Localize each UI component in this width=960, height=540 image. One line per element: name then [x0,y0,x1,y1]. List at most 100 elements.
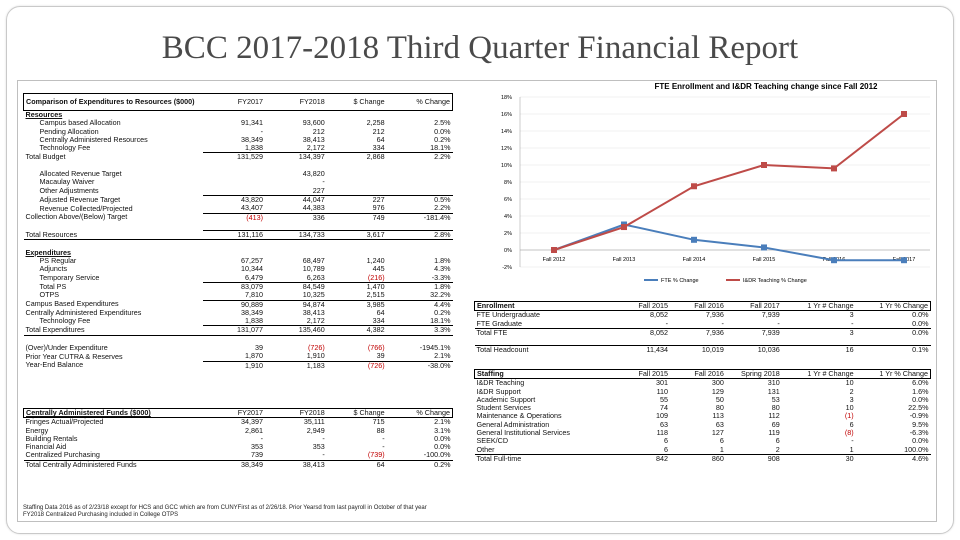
table-row: Total Resources 131,116 134,733 3,617 2.8% [23,230,453,241]
row-value: 129 [711,387,724,396]
row-value: 8,052 [614,327,670,338]
row-value: 43,820 [203,194,265,205]
row-value: 74 [660,404,669,413]
row-value: 30 [781,453,856,464]
row-label: I&DR Teaching [476,378,525,388]
slide-title: BCC 2017-2018 Third Quarter Financial Re… [161,30,799,66]
row-value: 38,349 [240,135,263,144]
row-label: SEEK/CD [476,437,509,446]
row-value: 353 [250,443,263,452]
row-value: 334 [372,144,385,153]
row-value: 10,344 [240,265,263,274]
row-label: Adjusted Revenue Target [39,195,121,204]
row-value: (1) [844,412,854,421]
row-label: Energy [25,426,49,435]
chart-y-ticks: 18% 16% 14% 12% 10% 8% 6% 4% 2% 0% -2% [501,95,512,271]
row-value: 2.5% [434,119,451,128]
row-value: 38,413 [302,308,325,317]
row-value: 334 [372,317,385,326]
row-value: 2.1% [434,417,451,427]
row-value: 3.3% [386,325,453,336]
row-value: 63 [660,420,669,429]
row-value: 44,383 [302,204,325,213]
row-label: Resources [25,110,63,119]
row-value [265,111,327,120]
central-header-fy2018: FY2018 [299,408,325,417]
staffing-header-fall2015: Fall 2015 [638,369,669,378]
table-row: PS Regular 67,257 68,497 1,240 1.8% [24,257,453,265]
row-value [203,222,265,231]
row-value: - [322,434,325,443]
row-value: (8) [844,429,854,438]
row-label: Centralized Purchasing [25,451,100,460]
row-value: 2,172 [306,144,325,153]
row-value: 9.5% [912,420,929,429]
central-header-fy2017: FY2017 [237,408,263,417]
row-value: 6,263 [306,273,325,282]
row-label: Total Centrally Administered Funds [23,459,204,470]
row-value: 63 [715,420,724,429]
row-value: 6,479 [244,273,263,282]
table-row: Temporary Service 6,479 6,263 (216) -3.3% [24,274,453,283]
row-label: Prior Year CUTRA & Reserves [25,352,123,361]
table-row: Pending Allocation - 212 212 0.0% [24,128,453,136]
table-row: Academic Support 55 50 53 3 0.0% [475,396,931,404]
y-tick-label: 16% [501,112,512,118]
y-tick-label: 0% [504,248,512,254]
row-value: 227 [312,186,325,195]
staffing-header-label: Staffing [477,369,504,378]
row-value: 0.0% [912,310,929,320]
row-value: 6 [664,437,669,446]
row-label: Expenditures [25,248,72,257]
row-label: Financial Aid [25,443,67,452]
row-label: Year-End Balance [25,361,84,370]
row-value: (766) [367,344,385,353]
row-value: 2,172 [306,317,325,326]
row-value: 93,600 [302,119,325,128]
central-header-change: $ Change [353,408,385,417]
row-value [782,337,856,346]
table-row: OTPS 7,810 10,325 2,515 32.2% [24,291,453,300]
row-value: 3.1% [434,426,451,435]
row-value: 80 [715,404,724,413]
row-value: 134,733 [264,230,327,241]
row-value: 1.8% [386,281,453,292]
table-row: Total Budget 131,529 134,397 2,868 2.2% [24,152,453,162]
row-value: - [322,178,325,187]
table-row: SEEK/CD 6 6 6 - 0.0% [475,437,931,445]
row-value: 10 [845,378,854,388]
row-value: 3,617 [326,230,387,241]
series-line [553,113,905,251]
row-value: 55 [660,395,669,404]
table-row: Prior Year CUTRA & Reserves 1,870 1,910 39 2… [24,352,453,361]
row-value: 7,939 [725,327,782,338]
table-row: Technology Fee 1,838 2,172 334 18.1% [24,317,453,326]
row-label: Macaulay Waiver [39,178,95,187]
row-value: (413) [203,212,265,222]
row-value: 1.6% [912,387,929,396]
row-value [670,337,726,346]
chart-title: FTE Enrollment and I&DR Teaching change … [654,82,878,91]
row-value: 2 [849,387,854,396]
enrollment-header-fall2017: Fall 2017 [750,301,780,310]
enrollment-header-fall2016: Fall 2016 [694,301,724,310]
table-row: Total Full-time 842 860 908 30 4.6% [474,453,931,464]
row-value: 131,529 [203,152,265,162]
legend-label: FTE % Change [661,278,699,284]
row-value: 212 [372,127,385,136]
row-label: Campus Based Expenditures [25,300,119,309]
row-value: 134,397 [264,152,327,162]
row-label [24,162,204,170]
row-value [387,240,453,249]
row-value: 91,341 [240,119,263,128]
row-label: Other Adjustments [39,186,99,195]
row-value: 310 [767,378,780,388]
row-value [265,162,327,170]
row-value [327,187,387,196]
x-tick-label: Fall 2015 [753,257,776,263]
row-value: 7,939 [761,310,780,320]
table-row: FTE Graduate - - - - 0.0% [475,320,931,329]
row-value [203,162,265,170]
row-value: 3 [849,310,854,320]
table-row: Total Headcount 11,434 10,019 10,036 16 0.1% [474,345,931,355]
